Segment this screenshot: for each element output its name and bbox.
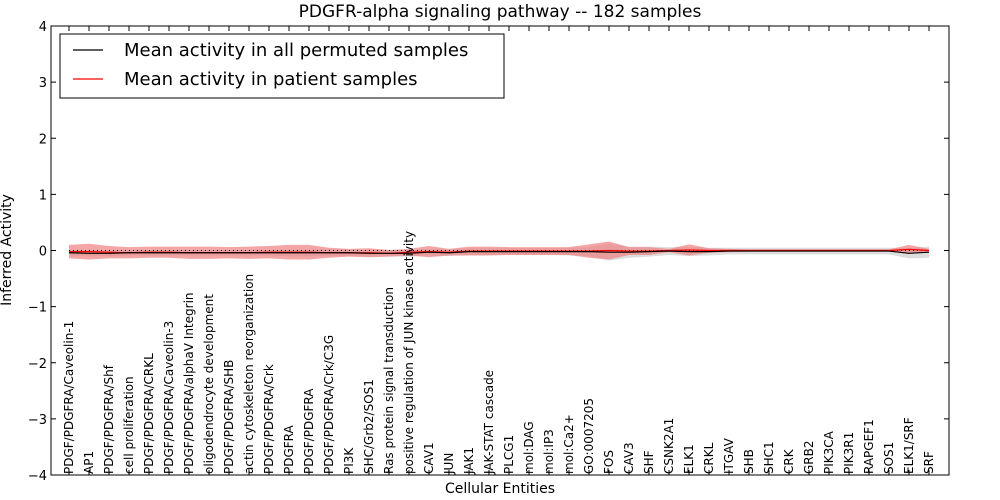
x-category-label: cell proliferation (122, 376, 136, 474)
x-category-label: PDGF/PDGFRA/Caveolin-3 (162, 321, 176, 474)
x-category-label: mol:Ca2+ (562, 414, 576, 474)
x-category-label: PDGF/PDGFRA/Shf (102, 364, 116, 474)
legend-label: Mean activity in patient samples (124, 69, 418, 90)
x-category-label: SRF (922, 451, 936, 474)
y-tick-label: 1 (39, 188, 47, 203)
y-axis-title: Inferred Activity (0, 194, 15, 306)
x-category-label: GRB2 (802, 440, 816, 474)
x-category-label: oligodendrocyte development (202, 294, 216, 474)
x-category-label: PDGF/PDGFRA/SHB (222, 360, 236, 474)
legend-box (59, 33, 505, 99)
x-category-label: CRKL (702, 442, 716, 474)
x-category-label: SHC/Grb2/SOS1 (362, 379, 376, 474)
permuted-mean-line (68, 250, 930, 254)
legend: Mean activity in all permuted samples Mea… (59, 33, 505, 99)
y-tick-label: −4 (28, 469, 47, 484)
x-category-label: PDGF/PDGFRA/Caveolin-1 (62, 321, 76, 474)
x-category-label: AP1 (82, 451, 96, 474)
y-tick-label: 2 (39, 132, 47, 147)
x-category-label: SHC1 (762, 441, 776, 474)
x-category-label: CAV1 (422, 442, 436, 474)
x-category-label: SOS1 (882, 442, 896, 474)
y-tick-label: −1 (28, 301, 47, 316)
y-tick-label: −3 (28, 413, 47, 428)
x-category-label: CAV3 (622, 442, 636, 474)
y-tick-label: 4 (39, 20, 47, 35)
x-category-label: PDGF/PDGFRA/Crk (262, 364, 276, 474)
x-category-label: PI3K (342, 447, 356, 474)
x-category-label: FOS (602, 450, 616, 474)
x-category-label: JUN (442, 453, 456, 475)
x-category-label: ELK1 (682, 444, 696, 474)
x-axis-title: Cellular Entities (445, 481, 555, 497)
x-category-label: GO:0007205 (582, 398, 596, 474)
x-category-label: actin cytoskeleton reorganization (242, 274, 256, 474)
x-category-label: RAPGEF1 (862, 419, 876, 474)
x-category-label: PDGF/PDGFRA/alphaV Integrin (182, 292, 196, 474)
x-category-label: SHF (642, 450, 656, 474)
legend-label: Mean activity in all permuted samples (124, 40, 468, 61)
x-category-label: Ras protein signal transduction (382, 287, 396, 474)
x-category-label: PDGF/PDGFRA/Crk/C3G (322, 335, 336, 474)
y-tick-label: 0 (39, 245, 47, 260)
x-category-label: PIK3CA (822, 430, 836, 474)
x-category-label: mol:IP3 (542, 429, 556, 474)
x-category-label: CSNK2A1 (662, 418, 676, 474)
x-category-label: ITGAV (722, 437, 736, 474)
x-category-label: SHB (742, 449, 756, 474)
x-category-label: positive regulation of JUN kinase activi… (402, 231, 416, 474)
x-category-label: PDGFRA (282, 424, 296, 474)
x-category-label: PLCG1 (502, 435, 516, 474)
plot-area: −4 −3 −2 −1 0 1 2 3 4 PDGF/PDGFRA/Caveolin-1 AP1 PD… (28, 20, 950, 484)
x-category-label: mol:DAG (522, 421, 536, 474)
y-tick-label: −2 (28, 357, 47, 372)
x-category-label: PIK3R1 (842, 432, 856, 474)
y-tick-label: 3 (39, 76, 47, 91)
x-category-label: PDGF/PDGFRA/CRKL (142, 353, 156, 474)
x-category-label: JAK1 (462, 447, 476, 475)
x-category-label: CRK (782, 448, 796, 474)
x-category-label: ELK1/SRF (902, 417, 916, 474)
x-category-label: JAK-STAT cascade (482, 370, 496, 475)
x-category-label: PDGF/PDGFRA (302, 388, 316, 474)
chart-title: PDGFR-alpha signaling pathway -- 182 sam… (299, 2, 702, 22)
